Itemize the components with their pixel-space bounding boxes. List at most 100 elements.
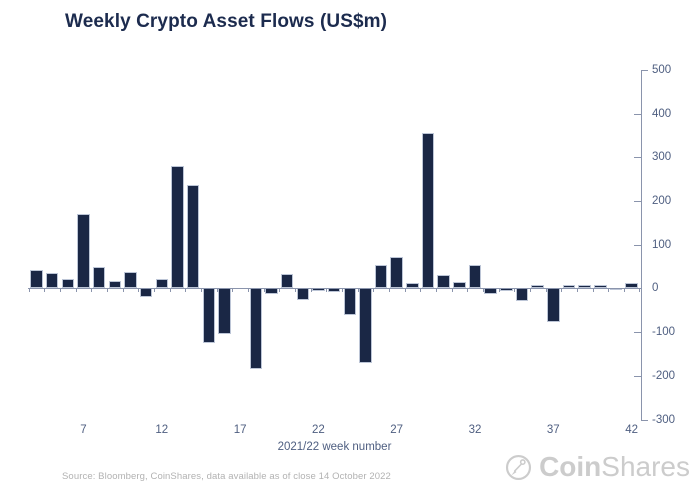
bar-week-40 — [594, 284, 607, 289]
x-minor-tick — [154, 288, 155, 293]
x-minor-tick — [498, 288, 500, 293]
y-tick-label-200: 200 — [652, 195, 672, 208]
y-tick-label--200: -200 — [652, 369, 676, 382]
x-minor-tick — [185, 288, 187, 293]
x-tick-label-27: 27 — [390, 424, 404, 436]
y-tick-label-100: 100 — [652, 238, 672, 251]
x-minor-tick — [138, 288, 140, 293]
bar-week-14 — [186, 185, 200, 289]
x-tick-label-42: 42 — [625, 424, 638, 436]
x-tick-label-22: 22 — [311, 424, 325, 436]
x-minor-tick — [451, 288, 453, 293]
bar-week-29 — [421, 133, 435, 289]
bar-week-8 — [92, 266, 106, 289]
coinshares-logo-text: CoinShares — [539, 452, 690, 482]
bar-week-39 — [578, 285, 591, 289]
bar-week-30 — [437, 274, 450, 289]
bar-week-27 — [390, 256, 403, 289]
coinshares-logo: CoinShares — [505, 452, 690, 482]
y-axis — [641, 70, 642, 420]
x-minor-tick — [310, 288, 312, 293]
x-minor-tick — [200, 288, 202, 293]
bar-week-9 — [108, 281, 122, 289]
y-tick-500 — [641, 70, 648, 71]
bar-week-15 — [202, 288, 215, 344]
x-minor-tick — [75, 288, 77, 293]
x-minor-tick — [608, 288, 610, 293]
x-axis-zero-line — [28, 288, 641, 290]
source-note: Source: Bloomberg, CoinShares, data avai… — [62, 471, 391, 482]
y-tick-label--100: -100 — [652, 326, 676, 339]
x-minor-tick — [576, 288, 578, 293]
y-tick-label-400: 400 — [652, 107, 672, 120]
bar-week-26 — [374, 264, 388, 289]
bar-week-24 — [343, 288, 356, 315]
x-minor-tick — [623, 288, 625, 293]
y-tick--200 — [634, 375, 641, 377]
bar-week-32 — [468, 264, 482, 289]
x-minor-tick — [341, 288, 343, 293]
y-tick-0 — [634, 288, 641, 290]
bar-week-25 — [359, 288, 372, 364]
y-tick-300 — [634, 157, 641, 159]
y-tick-400 — [634, 113, 641, 115]
bar-week-7 — [77, 213, 90, 289]
y-tick-200 — [634, 201, 641, 203]
logo-text-shares: Shares — [601, 451, 690, 482]
bar-week-18 — [249, 288, 262, 370]
x-minor-tick — [514, 288, 516, 293]
x-minor-tick — [107, 288, 108, 293]
y-tick-label-0: 0 — [652, 282, 659, 295]
bar-week-10 — [124, 272, 137, 289]
x-minor-tick — [28, 288, 30, 293]
bar-week-42 — [625, 282, 638, 289]
x-minor-tick — [561, 288, 563, 293]
bar-week-12 — [155, 279, 169, 289]
x-minor-tick — [44, 288, 46, 293]
y-tick-label-300: 300 — [652, 151, 672, 164]
bar-week-21 — [296, 288, 309, 300]
coinshares-compass-icon — [505, 454, 532, 481]
bar-week-20 — [280, 274, 294, 289]
y-tick--100 — [634, 332, 641, 334]
bar-week-6 — [61, 279, 75, 289]
x-minor-tick — [467, 288, 469, 293]
bar-week-13 — [171, 165, 184, 289]
x-tick-label-7: 7 — [80, 424, 87, 436]
x-tick-label-32: 32 — [468, 424, 482, 436]
y-tick-label-500: 500 — [652, 64, 672, 76]
x-minor-tick — [482, 288, 484, 293]
x-minor-tick — [388, 288, 390, 293]
x-minor-tick — [60, 288, 61, 293]
bar-week-11 — [139, 288, 153, 297]
x-minor-tick — [232, 288, 234, 293]
y-tick--300 — [641, 419, 648, 421]
x-minor-tick — [545, 288, 547, 293]
x-axis-title: 2021/22 week number — [277, 441, 392, 453]
x-minor-tick — [404, 288, 406, 293]
x-minor-tick — [294, 288, 296, 293]
bar-week-35 — [515, 288, 529, 301]
x-tick-label-12: 12 — [155, 424, 169, 436]
x-minor-tick — [279, 288, 281, 293]
x-minor-tick — [420, 288, 422, 293]
x-minor-tick — [435, 288, 437, 293]
bar-week-4 — [30, 269, 43, 289]
x-minor-tick — [263, 288, 265, 293]
bar-week-38 — [562, 284, 576, 289]
y-tick-100 — [634, 244, 641, 246]
x-minor-tick — [326, 288, 328, 293]
x-tick-label-17: 17 — [233, 424, 247, 436]
bar-week-16 — [218, 288, 231, 335]
x-minor-tick — [122, 288, 124, 293]
x-tick-label-37: 37 — [546, 424, 560, 436]
x-minor-tick — [169, 288, 171, 293]
bar-week-5 — [45, 272, 59, 289]
x-minor-tick — [592, 288, 594, 293]
x-minor-tick — [91, 288, 93, 293]
y-tick-label--300: -300 — [652, 413, 676, 426]
x-minor-tick — [639, 288, 641, 293]
x-minor-tick — [529, 288, 531, 293]
chart-title: Weekly Crypto Asset Flows (US$m) — [65, 11, 388, 32]
